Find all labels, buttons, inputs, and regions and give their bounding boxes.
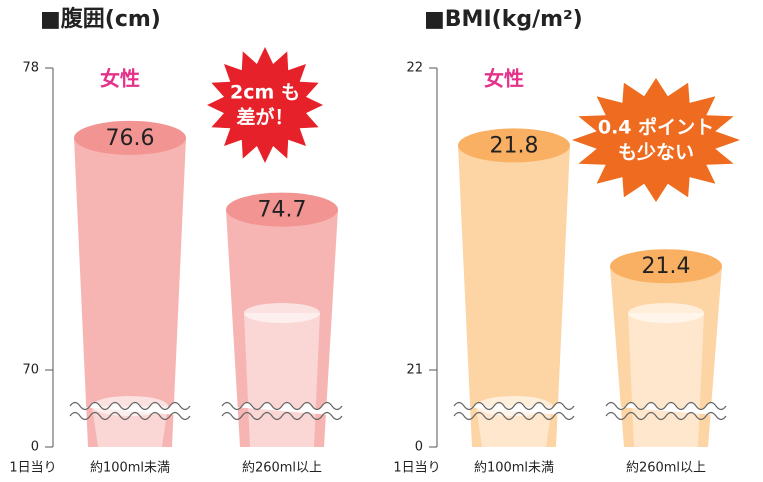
x-tick-label: 約100ml未満 xyxy=(90,461,170,476)
glass-rim xyxy=(610,249,722,284)
y-tick-label: 0 xyxy=(31,440,39,455)
x-tick-label: 約260ml以上 xyxy=(626,461,706,476)
y-tick-label: 22 xyxy=(406,61,423,76)
y-tick-label: 0 xyxy=(415,440,423,455)
milk-top xyxy=(244,303,320,323)
milk xyxy=(92,406,168,447)
milk-top xyxy=(628,303,704,323)
annotation-burst xyxy=(207,47,323,163)
milk xyxy=(244,313,320,447)
value-label: 21.4 xyxy=(642,254,691,279)
glass xyxy=(610,249,722,447)
break-band xyxy=(70,402,190,416)
y-tick-label: 70 xyxy=(22,363,39,378)
break-line xyxy=(221,411,343,421)
glass xyxy=(74,120,186,447)
bar xyxy=(226,209,338,447)
break-line xyxy=(605,401,727,411)
break-line xyxy=(69,411,191,421)
break-line xyxy=(69,401,191,411)
milk xyxy=(476,406,552,447)
milk xyxy=(628,313,704,447)
glass xyxy=(226,192,338,447)
legend-label: 女性 xyxy=(484,67,524,91)
break-line xyxy=(221,401,343,411)
annotation-text: 差が！ xyxy=(236,106,293,129)
glass xyxy=(458,128,570,447)
break-band xyxy=(454,402,574,416)
break-band xyxy=(606,402,726,416)
break-band xyxy=(222,402,342,416)
annotation-burst xyxy=(572,78,740,202)
value-label: 21.8 xyxy=(490,133,539,158)
chart-title: ■腹囲(cm) xyxy=(40,6,161,32)
value-label: 76.6 xyxy=(106,126,155,151)
glass-rim xyxy=(74,120,186,155)
x-tick-label: 約260ml以上 xyxy=(242,461,322,476)
y-tick-label: 21 xyxy=(406,363,423,378)
legend-label: 女性 xyxy=(100,67,140,91)
x-axis-label: 1日当り xyxy=(9,461,56,476)
break-line xyxy=(605,411,727,421)
value-label: 74.7 xyxy=(258,198,307,223)
bar xyxy=(74,137,186,447)
annotation-text: も少ない xyxy=(618,142,694,164)
chart-title: ■BMI(kg/m²) xyxy=(424,7,583,32)
x-tick-label: 約100ml未満 xyxy=(474,461,554,476)
bar xyxy=(458,145,570,447)
glass-rim xyxy=(458,128,570,163)
glass-rim xyxy=(226,192,338,227)
annotation-text: 0.4 ポイント xyxy=(598,116,714,139)
y-tick-label: 78 xyxy=(22,61,39,76)
x-axis-label: 1日当り xyxy=(393,461,440,476)
break-line xyxy=(453,411,575,421)
annotation-text: 2cm も xyxy=(230,82,300,104)
break-line xyxy=(453,401,575,411)
